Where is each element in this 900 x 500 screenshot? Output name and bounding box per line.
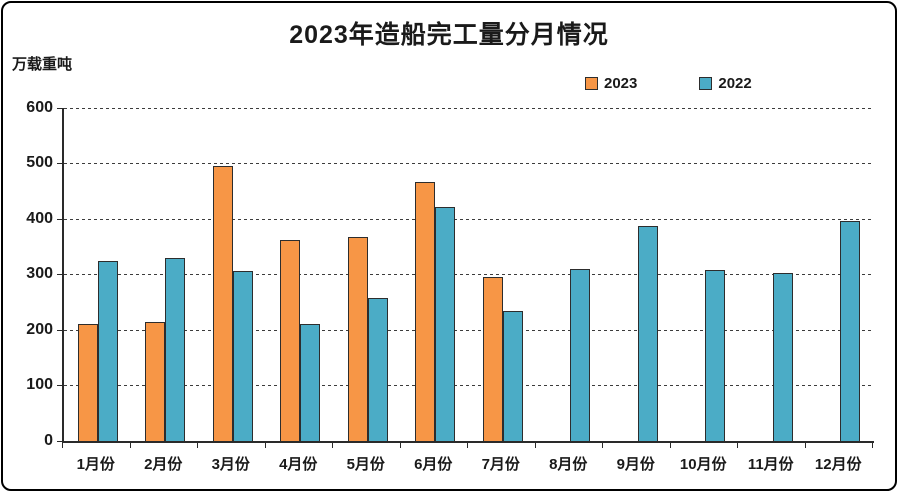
y-tick-mark-300 <box>57 274 62 275</box>
y-tick-label-300: 300 <box>26 265 53 282</box>
bar-2022-7月份 <box>502 311 523 441</box>
gridline-300 <box>64 274 874 275</box>
bar-2022-11月份 <box>772 273 793 441</box>
plot-area <box>62 108 874 443</box>
x-axis-tick-1 <box>130 443 131 448</box>
x-axis-label-4月份: 4月份 <box>279 456 318 473</box>
bar-2022-9月份 <box>637 226 658 441</box>
y-tick-mark-100 <box>57 385 62 386</box>
bar-2023-1月份 <box>77 324 98 441</box>
x-axis-tick-11 <box>805 443 806 448</box>
y-tick-mark-500 <box>57 163 62 164</box>
legend-color-swatch-2022 <box>699 77 713 90</box>
x-axis-label-6月份: 6月份 <box>414 456 453 473</box>
bar-group-1月份 <box>64 108 132 441</box>
x-axis-label-11月份: 11月份 <box>747 456 794 473</box>
y-tick-label-600: 600 <box>26 99 53 116</box>
x-axis-tick-7 <box>535 443 536 448</box>
x-axis-tick-0 <box>62 443 63 448</box>
x-axis-label-9月份: 9月份 <box>616 456 655 473</box>
bar-group-7月份 <box>469 108 537 441</box>
bar-2022-10月份 <box>705 270 726 441</box>
bar-2022-1月份 <box>97 261 118 441</box>
x-axis-label-10月份: 10月份 <box>679 456 727 473</box>
x-axis-label-5月份: 5月份 <box>346 456 385 473</box>
bar-group-5月份 <box>334 108 402 441</box>
gridline-200 <box>64 330 874 331</box>
bar-2022-12月份 <box>840 221 861 441</box>
x-axis-tick-10 <box>737 443 738 448</box>
y-tick-mark-0 <box>57 441 62 442</box>
x-axis-tick-8 <box>602 443 603 448</box>
legend-item-2022: 2022 <box>699 75 752 92</box>
bar-group-10月份 <box>672 108 740 441</box>
y-tick-mark-400 <box>57 219 62 220</box>
bar-group-6月份 <box>402 108 470 441</box>
y-tick-label-0: 0 <box>44 432 53 449</box>
gridline-400 <box>64 219 874 220</box>
y-tick-label-200: 200 <box>26 321 53 338</box>
bar-2022-3月份 <box>232 271 253 441</box>
gridline-100 <box>64 385 874 386</box>
bar-2023-3月份 <box>212 166 233 441</box>
x-axis-label-1月份: 1月份 <box>76 456 115 473</box>
y-tick-mark-600 <box>57 108 62 109</box>
bar-2022-8月份 <box>570 269 591 441</box>
x-axis-label-8月份: 8月份 <box>549 456 588 473</box>
x-axis-tick-3 <box>265 443 266 448</box>
x-axis-label-2月份: 2月份 <box>144 456 183 473</box>
bar-2022-2月份 <box>165 258 186 441</box>
legend-label-2023: 2023 <box>604 75 638 92</box>
legend: 2023 2022 <box>585 75 752 92</box>
y-tick-mark-200 <box>57 330 62 331</box>
bar-2022-5月份 <box>367 298 388 441</box>
page-title: 2023年造船完工量分月情况 <box>289 21 609 49</box>
gridline-500 <box>64 163 874 164</box>
x-axis-tick-5 <box>400 443 401 448</box>
legend-item-2023: 2023 <box>585 75 637 92</box>
x-axis-tick-9 <box>670 443 671 448</box>
x-axis-label-3月份: 3月份 <box>211 456 250 473</box>
bar-2023-6月份 <box>415 182 436 441</box>
legend-label-2022: 2022 <box>718 75 752 92</box>
bar-2023-4月份 <box>280 240 301 441</box>
bar-2023-2月份 <box>145 322 166 441</box>
bar-2023-5月份 <box>347 237 368 441</box>
bar-group-8月份 <box>537 108 605 441</box>
chart-card: 2023年造船完工量分月情况 万载重吨 2023 2022 0 100 200 300 4… <box>1 1 897 491</box>
bar-group-9月份 <box>604 108 672 441</box>
bar-group-3月份 <box>199 108 267 441</box>
x-axis-tick-6 <box>467 443 468 448</box>
y-tick-label-100: 100 <box>26 376 53 393</box>
bar-2023-7月份 <box>482 277 503 441</box>
bar-group-11月份 <box>739 108 807 441</box>
x-axis-label-7月份: 7月份 <box>481 456 520 473</box>
y-axis-unit-label: 万载重吨 <box>12 56 73 73</box>
bar-2022-4月份 <box>300 324 321 441</box>
bar-2022-6月份 <box>435 207 456 441</box>
x-axis-label-12月份: 12月份 <box>814 456 862 473</box>
y-tick-label-400: 400 <box>26 210 53 227</box>
x-axis-tick-2 <box>197 443 198 448</box>
y-tick-label-500: 500 <box>26 154 53 171</box>
bar-group-12月份 <box>807 108 875 441</box>
x-axis-tick-12 <box>872 443 873 448</box>
gridline-600 <box>64 108 874 109</box>
bar-group-4月份 <box>267 108 335 441</box>
legend-color-swatch-2023 <box>585 77 598 90</box>
x-axis-tick-4 <box>332 443 333 448</box>
bar-group-2月份 <box>132 108 200 441</box>
